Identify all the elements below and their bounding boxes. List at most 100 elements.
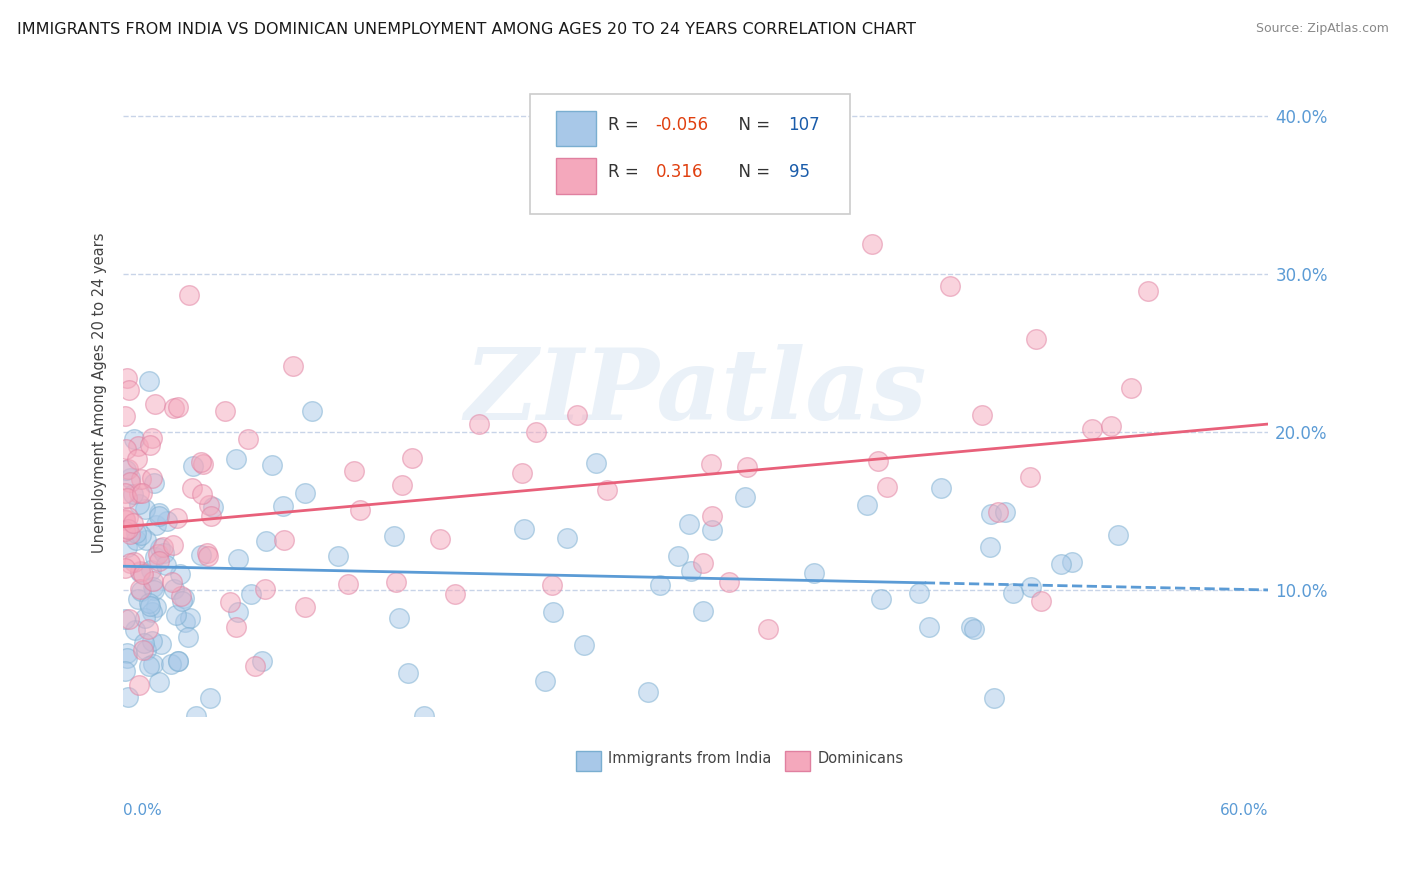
Point	[173, 591, 195, 605]
Point	[163, 401, 186, 415]
Point	[138, 659, 160, 673]
Point	[142, 475, 165, 490]
Point	[273, 533, 295, 548]
Point	[1050, 557, 1073, 571]
Point	[127, 439, 149, 453]
Point	[236, 432, 259, 446]
Point	[572, 638, 595, 652]
Point	[243, 659, 266, 673]
Point	[162, 538, 184, 552]
Point	[1031, 594, 1053, 608]
Point	[141, 471, 163, 485]
Point	[218, 595, 240, 609]
Point	[918, 620, 941, 634]
Point	[678, 516, 700, 531]
Point	[195, 546, 218, 560]
Point	[225, 620, 247, 634]
Point	[271, 499, 294, 513]
Point	[129, 527, 152, 541]
Point	[1081, 422, 1104, 436]
Point	[190, 455, 212, 469]
Text: -0.056: -0.056	[655, 116, 709, 134]
Point	[960, 620, 983, 634]
Point	[179, 287, 201, 301]
Text: N =: N =	[728, 116, 775, 134]
Point	[148, 674, 170, 689]
Point	[114, 612, 136, 626]
Point	[177, 630, 200, 644]
Point	[173, 615, 195, 630]
Point	[700, 508, 723, 523]
Point	[139, 599, 162, 613]
Point	[692, 556, 714, 570]
Point	[115, 540, 138, 554]
Point	[214, 404, 236, 418]
Point	[181, 458, 204, 473]
Point	[254, 582, 277, 597]
Point	[734, 491, 756, 505]
FancyBboxPatch shape	[557, 111, 596, 146]
Point	[170, 589, 193, 603]
Point	[963, 622, 986, 636]
Point	[198, 690, 221, 705]
Point	[142, 657, 165, 671]
Point	[145, 518, 167, 533]
Point	[567, 408, 589, 422]
Point	[555, 531, 578, 545]
Point	[138, 595, 160, 609]
Point	[444, 587, 467, 601]
Point	[115, 491, 138, 506]
Point	[125, 452, 148, 467]
Text: R =: R =	[607, 163, 644, 181]
Point	[197, 549, 219, 564]
Point	[136, 623, 159, 637]
Point	[681, 564, 703, 578]
Point	[803, 566, 825, 580]
Point	[1121, 381, 1143, 395]
Point	[166, 511, 188, 525]
Point	[184, 709, 207, 723]
Point	[118, 556, 141, 570]
Point	[938, 278, 960, 293]
Point	[240, 587, 263, 601]
Text: R =: R =	[607, 116, 644, 134]
Point	[1001, 585, 1024, 599]
Point	[134, 611, 156, 625]
Point	[125, 526, 148, 541]
Point	[718, 575, 741, 590]
Point	[131, 486, 153, 500]
Point	[127, 592, 149, 607]
Point	[200, 509, 222, 524]
Point	[860, 236, 883, 251]
Point	[388, 610, 411, 624]
Point	[118, 612, 141, 626]
Point	[117, 510, 139, 524]
Point	[165, 607, 187, 622]
Text: Source: ZipAtlas.com: Source: ZipAtlas.com	[1256, 22, 1389, 36]
Point	[337, 576, 360, 591]
Text: 95: 95	[789, 163, 810, 181]
Point	[931, 481, 953, 495]
Point	[391, 478, 413, 492]
Point	[114, 409, 136, 423]
Point	[160, 575, 183, 590]
Point	[294, 486, 316, 500]
Point	[129, 582, 152, 596]
Point	[148, 506, 170, 520]
Point	[191, 458, 214, 472]
FancyBboxPatch shape	[785, 751, 810, 772]
Point	[167, 654, 190, 668]
Point	[129, 583, 152, 598]
Point	[139, 563, 162, 577]
Point	[301, 404, 323, 418]
Point	[128, 486, 150, 500]
Text: ZIPatlas: ZIPatlas	[464, 344, 927, 441]
Point	[856, 498, 879, 512]
Point	[908, 585, 931, 599]
Point	[260, 458, 283, 473]
Point	[700, 457, 723, 471]
Point	[128, 497, 150, 511]
Point	[987, 505, 1010, 519]
Point	[143, 397, 166, 411]
Point	[141, 605, 163, 619]
